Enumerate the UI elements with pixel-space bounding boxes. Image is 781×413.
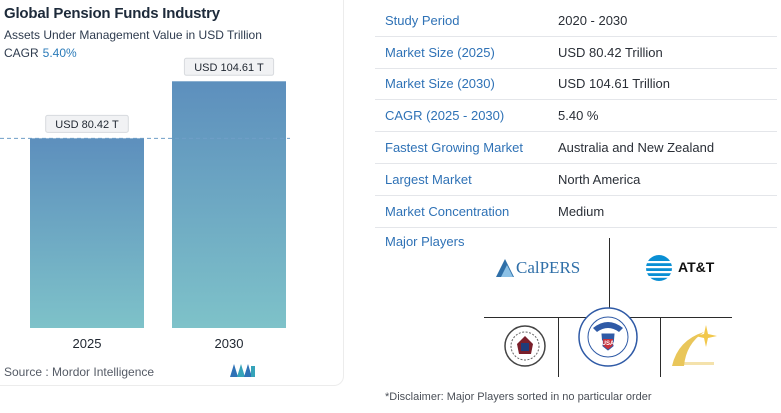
major-players-label: Major Players [385,234,465,249]
att-text: AT&T [678,259,715,275]
info-value: North America [558,171,641,187]
calpers-mark-icon [496,259,514,277]
ssa-short-text: USA [602,341,615,347]
att-logo: AT&T [645,254,725,282]
ssa-seal-logo: USA [578,307,638,367]
x-tick-label: 2025 [73,336,102,351]
divider [609,238,610,316]
bar-2025 [30,138,144,328]
cagr-label: CAGR [4,46,39,60]
info-row: Fastest Growing Market Australia and New … [375,132,777,164]
info-label: Study Period [385,12,460,28]
info-row: Market Concentration Medium [375,196,777,228]
source-text: Source : Mordor Intelligence [4,365,155,379]
chart-card: USD 80.42 T 2025 USD 104.61 T 2030 Global P… [0,0,344,386]
bar-2030 [172,81,286,329]
seal-logo [504,325,546,367]
info-label: Market Concentration [385,203,510,219]
info-row: Market Size (2030) USD 104.61 Trillion [375,69,777,101]
info-row: Study Period 2020 - 2030 [375,5,777,37]
info-label: Market Size (2030) [385,76,495,92]
info-label: CAGR (2025 - 2030) [385,108,505,124]
calpers-text: CalPERS [516,258,581,277]
info-value: 2020 - 2030 [558,12,628,28]
info-row: Largest Market North America [375,164,777,196]
sun-logo [672,325,717,366]
data-label-text: USD 80.42 T [55,119,119,131]
info-row: Market Size (2025) USD 80.42 Trillion [375,37,777,69]
bar-chart: USD 80.42 T 2025 USD 104.61 T 2030 [0,57,290,351]
calpers-logo: CalPERS [494,256,594,282]
chart-title: Global Pension Funds Industry [4,5,220,22]
data-label-2030: USD 104.61 T [183,57,275,76]
info-value: USD 80.42 Trillion [558,44,663,60]
data-label-text: USD 104.61 T [194,62,264,74]
info-label: Fastest Growing Market [385,140,523,156]
info-value: Medium [558,203,605,219]
divider [660,317,661,377]
data-label-2025: USD 80.42 T [45,114,129,133]
disclaimer-text: *Disclaimer: Major Players sorted in no … [385,391,652,403]
divider [558,317,559,377]
info-value: 5.40 % [558,108,599,124]
info-row: CAGR (2025 - 2030) 5.40 % [375,100,777,133]
market-info-table: Study Period 2020 - 2030 Market Size (2025… [375,5,777,228]
info-label: Market Size (2025) [385,44,495,60]
cagr-value: 5.40% [42,46,77,60]
info-value: USD 104.61 Trillion [558,76,670,92]
chart-subtitle: Assets Under Management Value in USD Tri… [4,28,262,42]
info-value: Australia and New Zealand [558,140,715,156]
info-label: Largest Market [385,171,472,187]
mordor-intelligence-logo [230,364,255,377]
chart-cagr: CAGR 5.40% [4,46,77,60]
x-tick-label: 2030 [215,336,244,351]
att-globe-icon [646,255,672,281]
